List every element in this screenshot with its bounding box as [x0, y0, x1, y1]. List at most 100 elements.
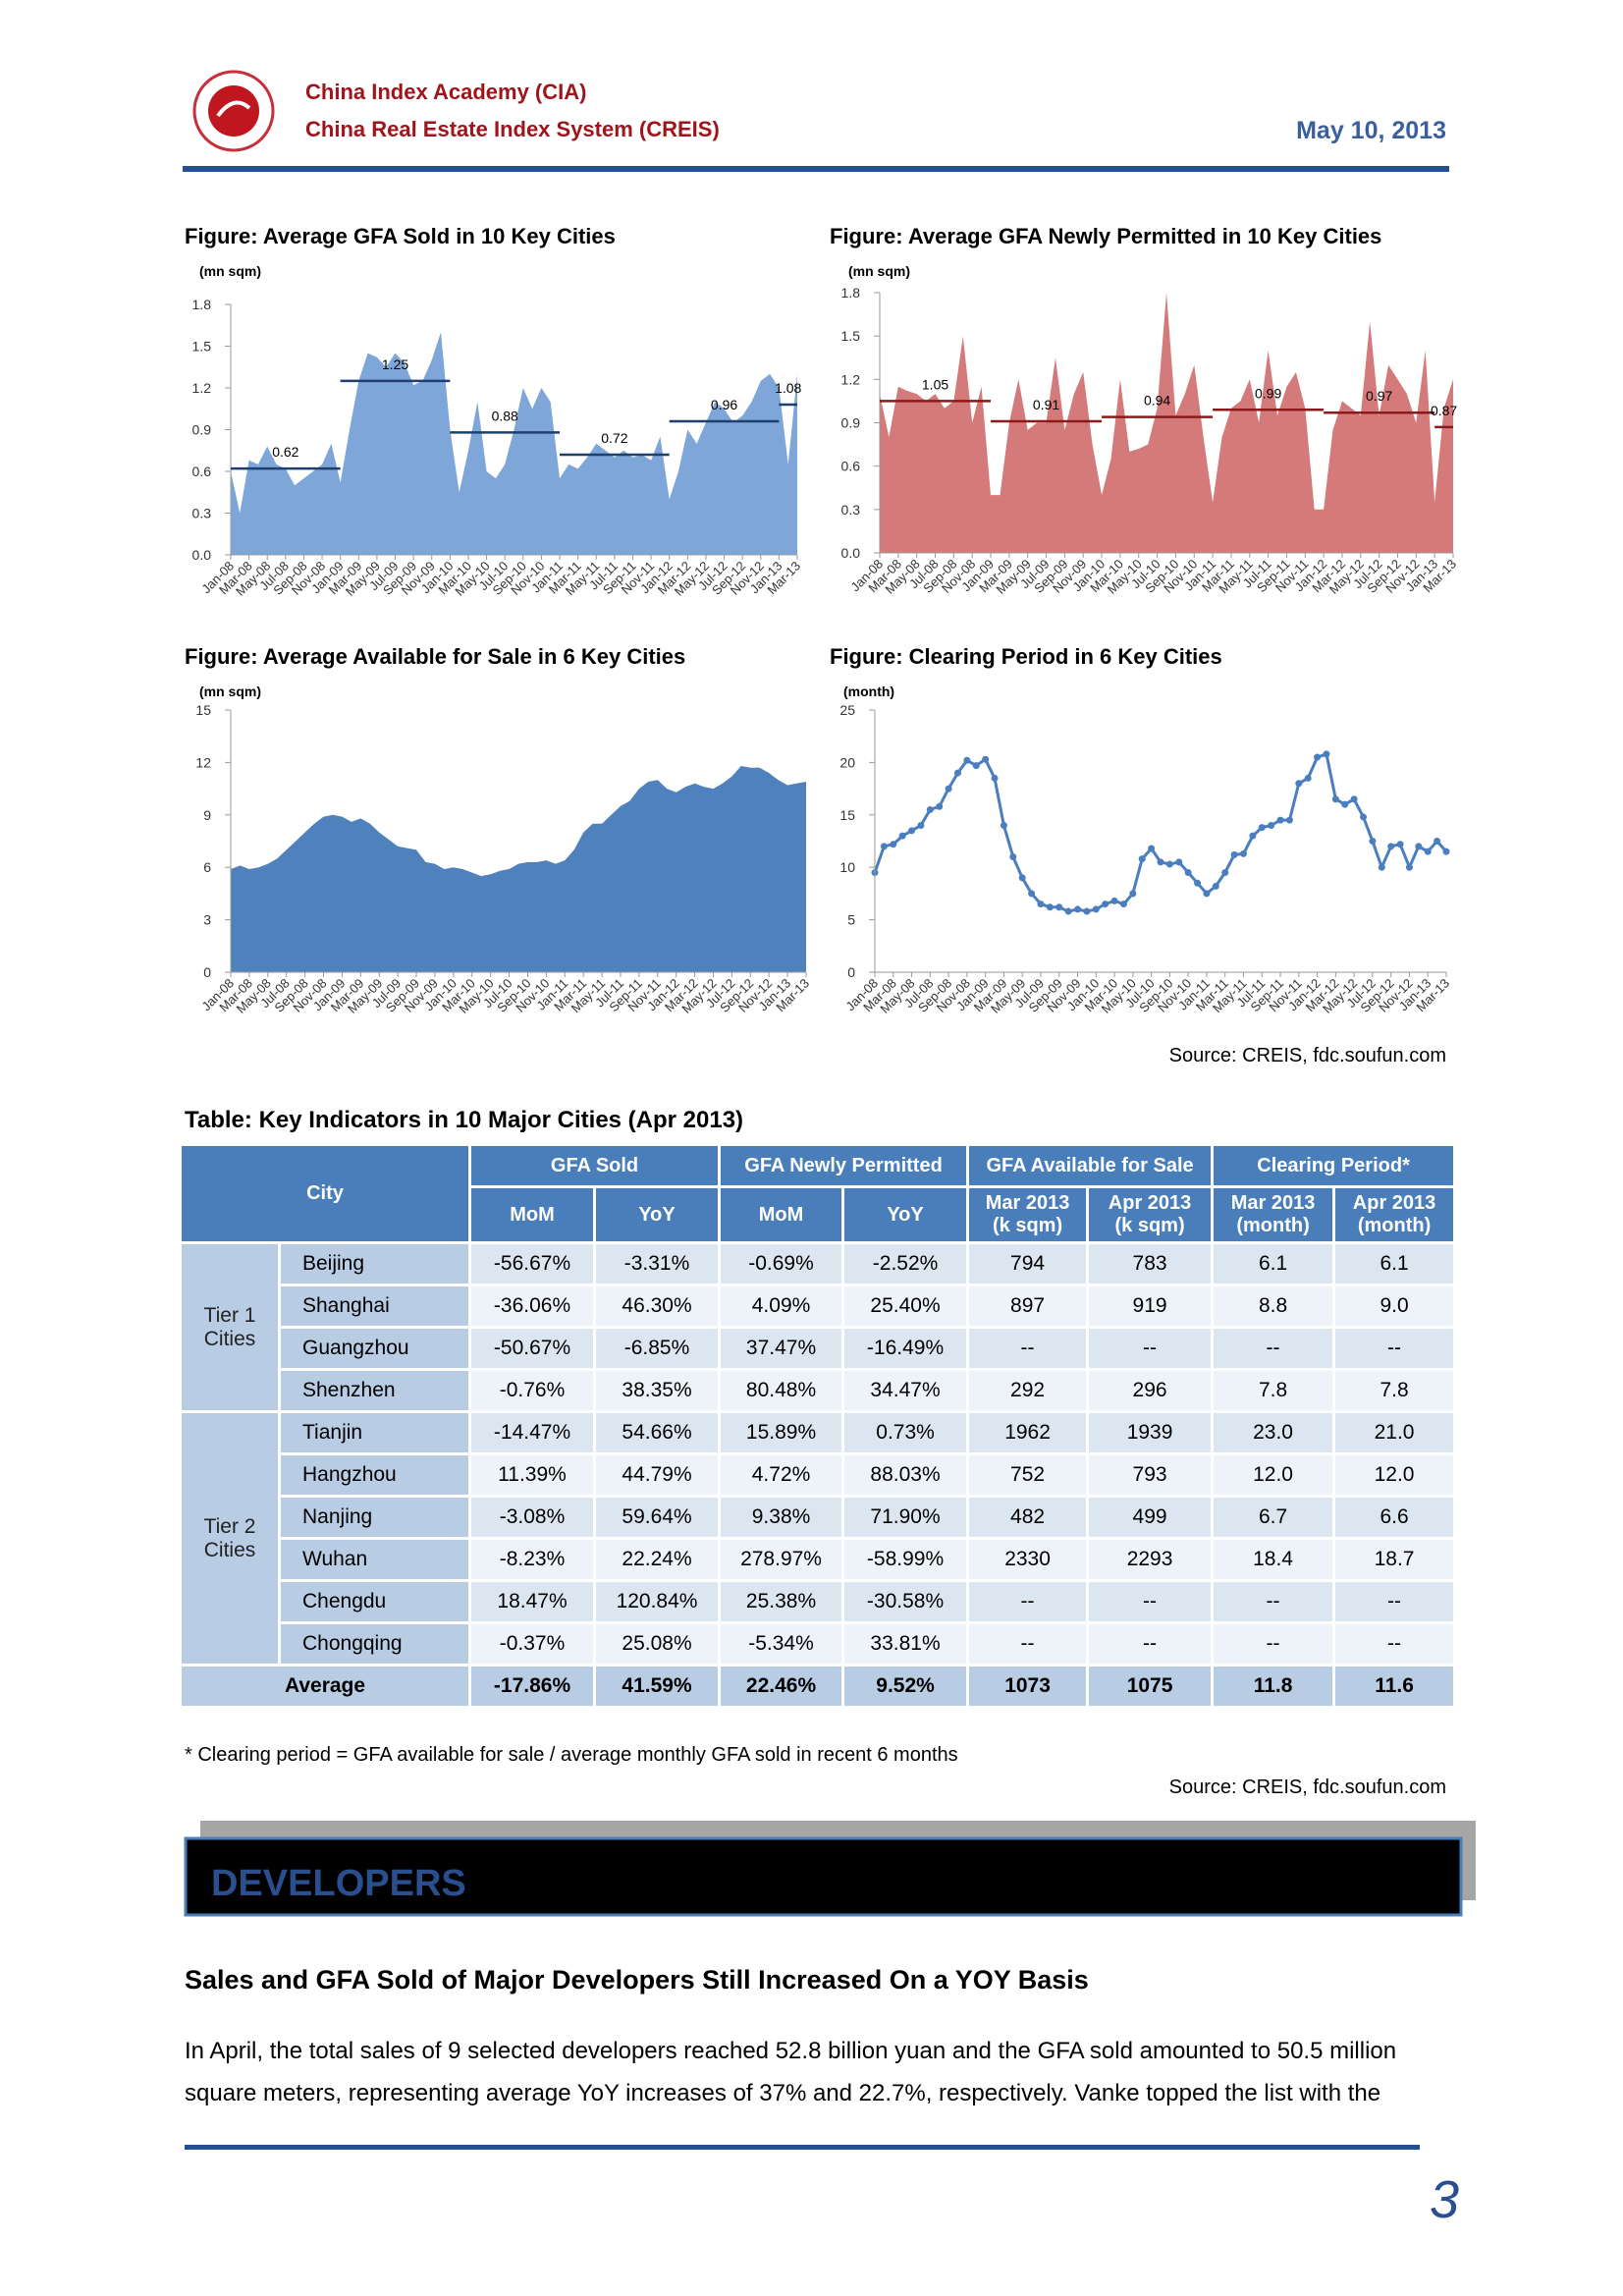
date: May 10, 2013: [1296, 117, 1446, 144]
point: [982, 755, 990, 763]
group-cell: Tier 1 Cities: [179, 1241, 281, 1413]
data-row: Chengdu 18.47% 120.84% 25.38% -30.58% -- -- -- -…: [181, 1579, 1457, 1624]
logo-core: [208, 85, 259, 137]
point: [1396, 841, 1404, 848]
value-cell: -0.69%: [718, 1241, 845, 1286]
y-tick-label: 10: [839, 859, 855, 875]
header-cell: Mar 2013 (month): [1211, 1185, 1336, 1244]
header-cell: Apr 2013 (month): [1332, 1185, 1457, 1244]
y-tick-label: 0.6: [841, 459, 861, 474]
value-cell: 1962: [966, 1410, 1090, 1455]
y-tick-label: 5: [847, 912, 855, 928]
value-cell: 6.1: [1211, 1241, 1336, 1286]
value-cell: 22.24%: [593, 1537, 722, 1582]
chart-title: Figure: Average Available for Sale in 6 …: [185, 644, 685, 669]
header-cell: GFA Available for Sale: [966, 1143, 1215, 1188]
data-row: Shanghai -36.06% 46.30% 4.09% 25.40% 897 919 8.…: [181, 1284, 1457, 1329]
value-cell: -3.31%: [593, 1241, 722, 1286]
data-row: Shenzhen -0.76% 38.35% 80.48% 34.47% 292 296 7.…: [181, 1368, 1457, 1413]
y-tick-label: 1.8: [192, 297, 212, 312]
area: [231, 332, 797, 555]
point: [1092, 905, 1100, 913]
point: [1230, 850, 1238, 858]
header-cell: City: [178, 1143, 472, 1244]
point: [1083, 907, 1091, 915]
point: [1000, 821, 1007, 829]
header-line: Apr 2013: [1352, 1192, 1436, 1214]
axis-unit: (mn sqm): [848, 263, 910, 279]
table-footnote: * Clearing period = GFA available for sa…: [185, 1744, 958, 1766]
point: [1028, 890, 1036, 898]
header-line: MoM: [510, 1203, 555, 1226]
value-cell: -16.49%: [841, 1326, 970, 1371]
value-cell: 1939: [1086, 1410, 1215, 1455]
period-average-label: 0.87: [1431, 403, 1457, 418]
value-cell: -56.67%: [468, 1241, 597, 1286]
point: [926, 805, 934, 813]
y-tick-label: 9: [203, 807, 211, 823]
value-cell: 7.8: [1332, 1368, 1457, 1413]
city-cell: Shanghai: [277, 1284, 472, 1329]
line: [873, 751, 1448, 913]
value-cell: 11.6: [1332, 1664, 1457, 1709]
point: [1285, 816, 1293, 824]
point: [1249, 832, 1257, 840]
value-cell: 46.30%: [593, 1284, 722, 1329]
value-cell: 21.0: [1332, 1410, 1457, 1455]
point: [1203, 890, 1211, 898]
value-cell: 34.47%: [841, 1368, 970, 1413]
point: [991, 774, 999, 782]
value-cell: -17.86%: [468, 1664, 597, 1709]
value-cell: --: [1211, 1621, 1336, 1667]
point: [945, 785, 952, 793]
value-cell: 41.59%: [593, 1664, 722, 1709]
value-cell: 919: [1086, 1284, 1215, 1329]
value-cell: 296: [1086, 1368, 1215, 1413]
point: [1046, 903, 1054, 911]
header-line: (k sqm): [1114, 1215, 1185, 1236]
value-cell: -58.99%: [841, 1537, 970, 1582]
data-row: Nanjing -3.08% 59.64% 9.38% 71.90% 482 499 6.7 6…: [181, 1495, 1457, 1540]
value-cell: 9.52%: [841, 1664, 970, 1709]
data-row: Hangzhou 11.39% 44.79% 4.72% 88.03% 752 793 12.…: [181, 1452, 1457, 1498]
point: [917, 821, 925, 829]
value-cell: 8.8: [1211, 1284, 1336, 1329]
value-cell: -50.67%: [468, 1326, 597, 1371]
average-row: Average -17.86% 41.59% 22.46% 9.52% 1073 1075 1…: [178, 1664, 1457, 1709]
point: [1064, 907, 1072, 915]
point: [1331, 795, 1339, 803]
city-cell: Nanjing: [277, 1495, 472, 1540]
point: [880, 843, 888, 850]
header-cell: Mar 2013 (k sqm): [966, 1185, 1090, 1244]
chart-title: Figure: Clearing Period in 6 Key Cities: [830, 644, 1222, 669]
header-line: (month): [1236, 1215, 1310, 1236]
point: [1175, 858, 1183, 866]
value-cell: 25.08%: [593, 1621, 722, 1667]
value-cell: 794: [966, 1241, 1090, 1286]
area: [231, 766, 806, 972]
axis-unit: (month): [843, 683, 894, 699]
point: [1129, 890, 1137, 898]
point: [1239, 849, 1247, 857]
value-cell: -36.06%: [468, 1284, 597, 1329]
value-cell: 1073: [966, 1664, 1090, 1709]
point: [1119, 901, 1127, 908]
period-average-label: 0.96: [711, 397, 737, 412]
y-tick-label: 15: [195, 702, 211, 718]
value-cell: 897: [966, 1284, 1090, 1329]
y-tick-label: 0.6: [192, 464, 212, 479]
header-cell: Apr 2013 (k sqm): [1086, 1185, 1215, 1244]
value-cell: 499: [1086, 1495, 1215, 1540]
paragraph-line: square meters, representing average YoY …: [185, 2080, 1380, 2106]
data-row: Tier 1 Cities Beijing -56.67% -3.31% -0.69% -…: [179, 1241, 1457, 1413]
point: [1341, 800, 1349, 808]
header-cell: YoY: [593, 1185, 722, 1244]
point: [908, 827, 916, 835]
value-cell: -6.85%: [593, 1326, 722, 1371]
point: [936, 802, 944, 810]
value-cell: -8.23%: [468, 1537, 597, 1582]
key-indicators-table: City GFA Sold GFA Newly Permitted GFA Avail…: [178, 1143, 1457, 1709]
y-tick-label: 15: [839, 807, 855, 823]
header-cell: MoM: [718, 1185, 845, 1244]
